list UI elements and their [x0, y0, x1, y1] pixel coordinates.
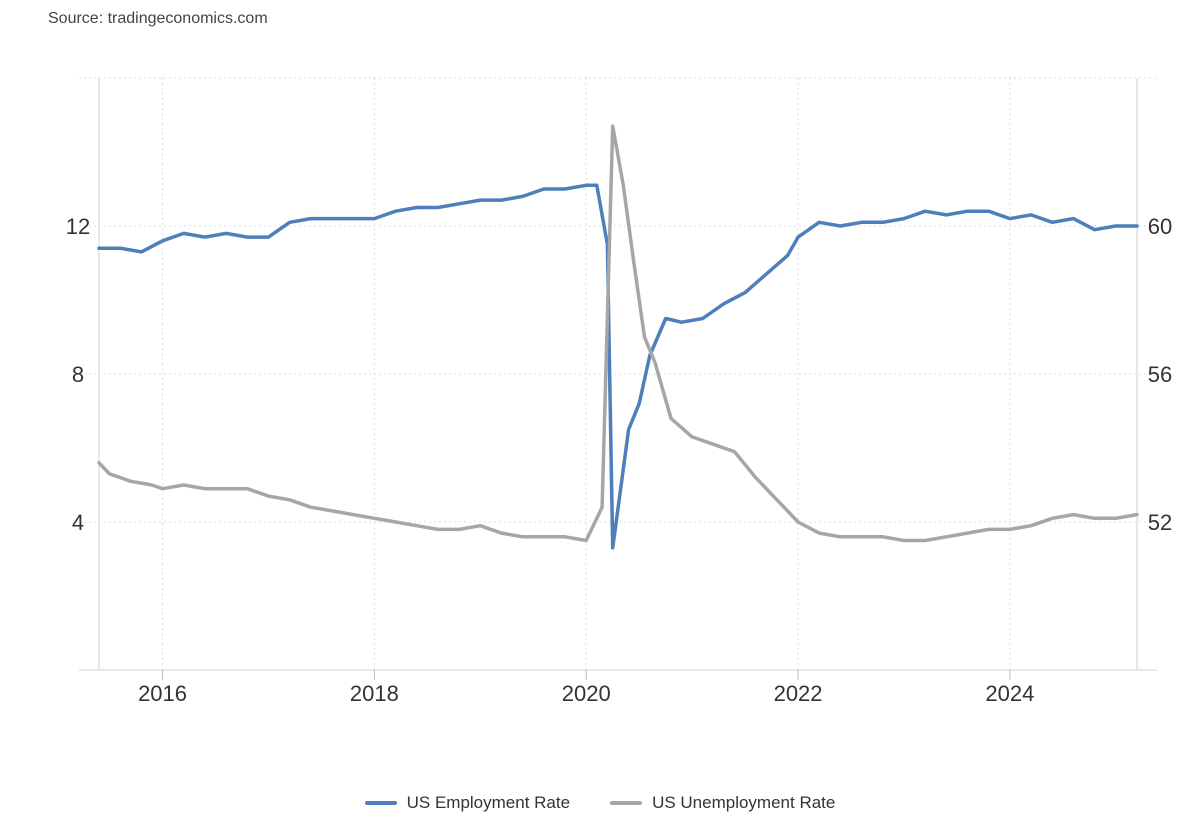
legend-label-employment: US Employment Rate	[406, 793, 571, 812]
source-label: Source: tradingeconomics.com	[48, 10, 268, 27]
x-tick-label: 2020	[562, 681, 611, 706]
y-left-tick-label: 8	[72, 362, 84, 387]
x-tick-label: 2022	[774, 681, 823, 706]
grid-lines	[79, 77, 1157, 670]
y-right-tick-label: 52	[1148, 510, 1172, 535]
series-line-employment[interactable]	[97, 183, 1139, 550]
legend-item-unemployment[interactable]: US Unemployment Rate	[610, 793, 835, 813]
y-left-tick-label: 4	[72, 510, 84, 535]
x-tick-label: 2016	[138, 681, 187, 706]
legend: US Employment Rate US Unemployment Rate	[0, 793, 1200, 813]
legend-swatch-unemployment	[610, 801, 643, 805]
legend-swatch-employment	[364, 801, 397, 805]
y-left-tick-label: 12	[66, 214, 90, 239]
series-lines	[97, 124, 1139, 550]
y-right-tick-label: 56	[1148, 362, 1172, 387]
series-line-unemployment[interactable]	[97, 124, 1139, 543]
x-tick-label: 2024	[985, 681, 1034, 706]
y-right-tick-label: 60	[1148, 214, 1172, 239]
legend-item-employment[interactable]: US Employment Rate	[364, 793, 571, 813]
legend-label-unemployment: US Unemployment Rate	[652, 793, 836, 812]
axes: 4 8 12 52 56 60 2016 2018 2020 2022 2024	[66, 78, 1172, 706]
x-tick-label: 2018	[350, 681, 399, 706]
